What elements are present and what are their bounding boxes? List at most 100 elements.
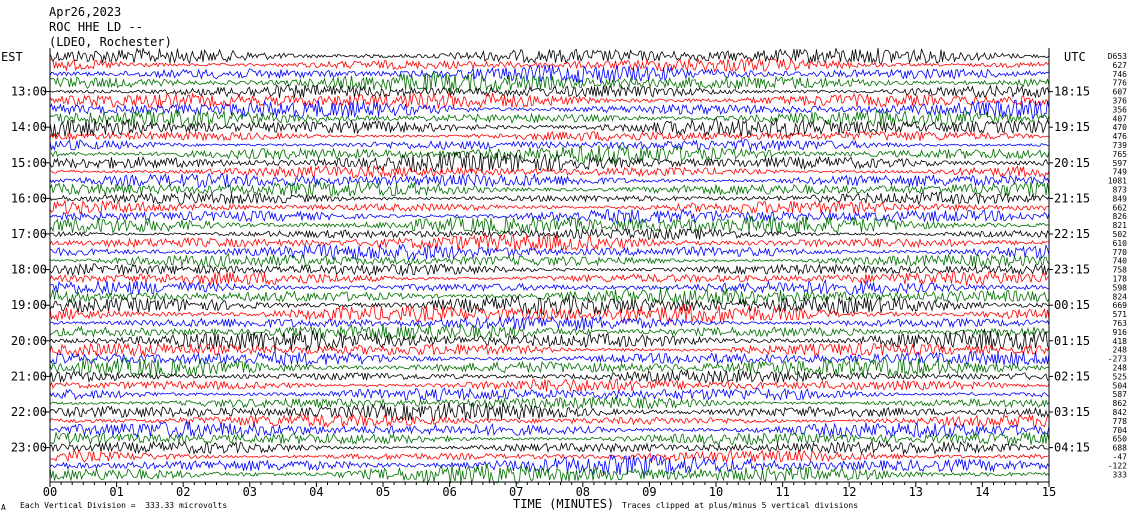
trace-scale-value: 704 (1113, 426, 1128, 435)
trace-8 (49, 108, 1050, 128)
trace-scale-value: 749 (1113, 168, 1128, 177)
est-hour-label: 17:00 (11, 227, 47, 241)
trace-44 (49, 431, 1050, 446)
x-tick-label: 05 (376, 485, 390, 499)
trace-13 (49, 151, 1050, 174)
utc-hour-label: 22:15 (1054, 227, 1090, 241)
trace-15 (49, 172, 1050, 189)
trace-25 (49, 262, 1050, 277)
trace-43 (49, 419, 1050, 439)
trace-31 (49, 315, 1050, 331)
trace-40 (49, 396, 1050, 410)
trace-scale-value: 826 (1113, 212, 1128, 221)
network-label: (LDEO, Rochester) (49, 35, 172, 49)
x-tick-label: 12 (842, 485, 856, 499)
x-axis-title: TIME (MINUTES) (513, 497, 615, 511)
trace-22 (49, 233, 1050, 252)
trace-30 (49, 303, 1050, 325)
trace-48 (49, 463, 1050, 485)
trace-7 (49, 99, 1050, 119)
x-tick-label: 06 (442, 485, 456, 499)
trace-36 (49, 357, 1050, 378)
trace-scale-value: D653 (1108, 52, 1127, 61)
trace-scale-value: 758 (1113, 266, 1128, 275)
est-hour-label: 23:00 (11, 441, 47, 455)
trace-21 (49, 227, 1050, 241)
trace-scale-value: 688 (1113, 444, 1128, 453)
utc-hour-label: 19:15 (1054, 120, 1090, 134)
trace-scale-value: 178 (1113, 275, 1128, 284)
est-zone-label: EST (1, 50, 23, 64)
trace-4 (49, 71, 1050, 93)
trace-scale-value: 610 (1113, 239, 1128, 248)
trace-scale-value: 916 (1113, 328, 1128, 337)
utc-hour-label: 01:15 (1054, 334, 1090, 348)
trace-45 (49, 439, 1050, 456)
x-tick-label: 15 (1042, 485, 1056, 499)
est-hour-label: 15:00 (11, 156, 47, 170)
trace-6 (49, 92, 1050, 110)
trace-20 (49, 215, 1050, 235)
trace-29 (49, 294, 1049, 316)
x-tick-label: 14 (975, 485, 989, 499)
chart-date: Apr26,2023 (49, 5, 122, 19)
trace-scale-value: 407 (1113, 114, 1128, 123)
trace-scale-value: 587 (1113, 390, 1128, 399)
trace-scale-value: 598 (1113, 283, 1128, 292)
trace-scale-value: 571 (1113, 310, 1128, 319)
utc-hour-label: 20:15 (1054, 156, 1090, 170)
est-hour-label: 18:00 (11, 263, 47, 277)
trace-32 (49, 323, 1050, 341)
trace-scale-value: -273 (1108, 355, 1127, 364)
trace-scale-value: 333 (1113, 470, 1128, 479)
trace-scale-value: 821 (1113, 221, 1128, 230)
utc-hour-label: 23:15 (1054, 263, 1090, 277)
station-label: ROC HHE LD -- (49, 20, 143, 34)
x-tick-label: 03 (243, 485, 257, 499)
trace-scale-value: 746 (1113, 70, 1128, 79)
trace-26 (49, 271, 1050, 286)
trace-23 (49, 243, 1050, 262)
x-tick-label: 04 (309, 485, 323, 499)
trace-scale-value: 470 (1113, 123, 1128, 132)
trace-scale-value: 763 (1113, 319, 1128, 328)
est-hour-label: 16:00 (11, 191, 47, 205)
trace-scale-value: 607 (1113, 88, 1128, 97)
trace-46 (49, 449, 1050, 464)
est-hour-label: 13:00 (11, 85, 47, 99)
trace-5 (49, 84, 1050, 99)
trace-17 (49, 191, 1050, 205)
trace-scale-value: 597 (1113, 159, 1128, 168)
trace-scale-value: -122 (1108, 461, 1127, 470)
x-tick-label: 13 (909, 485, 923, 499)
utc-hour-label: 21:15 (1054, 191, 1090, 205)
trace-scale-value: 740 (1113, 257, 1128, 266)
trace-scale-value: 248 (1113, 364, 1128, 373)
trace-14 (49, 164, 1050, 179)
utc-hour-label: 02:15 (1054, 369, 1090, 383)
trace-24 (49, 253, 1050, 268)
trace-scale-value: 669 (1113, 301, 1128, 310)
trace-47 (49, 453, 1050, 476)
trace-scale-value: 765 (1113, 150, 1128, 159)
est-hour-label: 19:00 (11, 298, 47, 312)
x-tick-label: 00 (43, 485, 57, 499)
trace-18 (49, 199, 1050, 215)
trace-scale-value: 418 (1113, 337, 1128, 346)
trace-37 (49, 369, 1050, 385)
trace-3 (49, 64, 1050, 84)
trace-scale-value: 248 (1113, 346, 1128, 355)
trace-scale-value: 650 (1113, 435, 1128, 444)
trace-41 (49, 401, 1050, 422)
trace-16 (49, 181, 1050, 198)
utc-hour-label: 03:15 (1054, 405, 1090, 419)
trace-scale-value: 525 (1113, 372, 1128, 381)
x-tick-label: 07 (509, 485, 523, 499)
trace-scale-value: 476 (1113, 132, 1128, 141)
utc-hour-label: 00:15 (1054, 298, 1090, 312)
trace-scale-value: 824 (1113, 292, 1128, 301)
trace-scale-value: 842 (1113, 408, 1128, 417)
est-hour-label: 20:00 (11, 334, 47, 348)
trace-34 (49, 342, 1050, 358)
